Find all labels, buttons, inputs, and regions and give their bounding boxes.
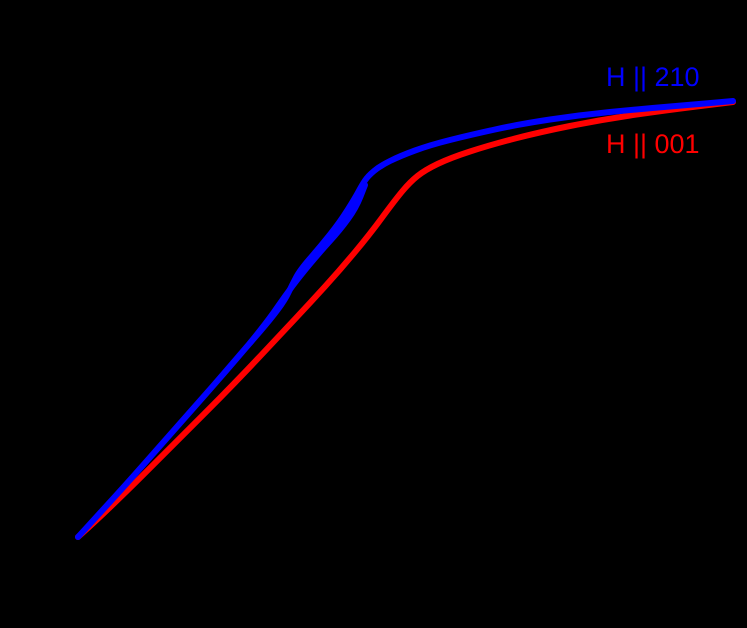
series-line <box>75 98 736 540</box>
series-hysteresis-branch <box>247 182 368 346</box>
series-layer <box>75 98 736 540</box>
legend-label-h-001: H || 001 <box>606 129 700 159</box>
legend-label-h-210: H || 210 <box>606 62 700 92</box>
series-line <box>75 99 736 540</box>
